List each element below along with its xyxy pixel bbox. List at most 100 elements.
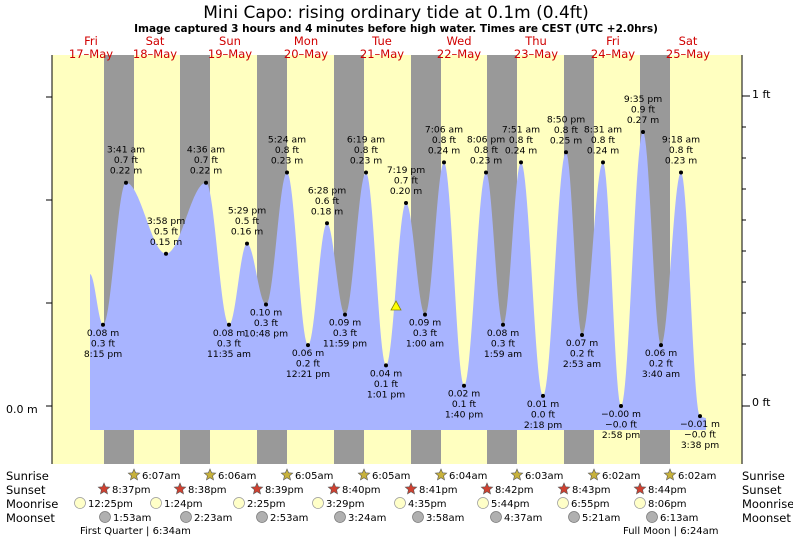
moonrise-row-label: Moonrise xyxy=(6,497,58,511)
sunset-row-label-right: Sunset xyxy=(742,483,782,497)
day-date: 17–May xyxy=(69,47,113,61)
right-axis-label-0ft: 0 ft xyxy=(752,396,771,409)
tide-label-low-sub: −0.0 ft xyxy=(684,430,716,441)
day-date: 21–May xyxy=(360,47,404,61)
tide-label-high: 8:50 pm xyxy=(547,114,585,125)
tide-label-high-sub: 0.8 ft xyxy=(354,145,379,156)
sunrise-icon xyxy=(280,468,294,481)
tide-label-high-sub: 0.8 ft xyxy=(669,145,694,156)
moonrise-row-label-right: Moonrise xyxy=(742,497,793,511)
sunrise-time: 6:05am xyxy=(372,471,410,482)
sunrise-time: 6:04am xyxy=(449,471,487,482)
tide-label-low-sub: 10:48 pm xyxy=(244,329,288,340)
tide-label-high: 3:41 am xyxy=(107,145,145,156)
moonrise-icon xyxy=(477,497,489,509)
tide-point-high xyxy=(484,170,488,175)
tide-point-low xyxy=(264,302,268,307)
moonrise-time: 8:06pm xyxy=(648,499,687,510)
tide-label-high-sub: 0.9 ft xyxy=(631,104,656,115)
tide-label-high: 5:24 am xyxy=(268,135,306,146)
moonrise-time: 5:44pm xyxy=(491,499,530,510)
sunset-time: 8:38pm xyxy=(188,485,227,496)
tide-label-low-sub: 0.3 ft xyxy=(413,328,438,339)
tide-label-low-sub: 1:59 am xyxy=(484,349,522,360)
tide-label-low-sub: 0.3 ft xyxy=(91,338,116,349)
sunset-icon xyxy=(173,482,187,495)
tide-label-high: 7:51 am xyxy=(502,124,540,135)
plot-area: 0.08 m0.3 ft8:15 pm3:41 am0.7 ft0.22 m3:… xyxy=(52,55,742,464)
moonrise-icon xyxy=(150,497,162,509)
tide-label-high-sub: 0.5 ft xyxy=(154,226,179,237)
tide-label-high-sub: 0.25 m xyxy=(550,135,582,146)
tide-curve-area xyxy=(90,131,706,430)
tide-label-low-sub: 0.0 ft xyxy=(531,409,556,420)
tide-label-low: 0.06 m xyxy=(645,348,677,359)
sunset-icon xyxy=(633,482,647,495)
day-name: Fri xyxy=(606,34,620,48)
tide-label-high-sub: 0.24 m xyxy=(428,145,460,156)
right-axis-label-1ft: 1 ft xyxy=(752,88,771,101)
tide-label-high-sub: 0.7 ft xyxy=(114,155,139,166)
tide-label-high: 9:35 pm xyxy=(624,94,662,105)
tide-label-low: 0.02 m xyxy=(448,389,480,400)
tide-label-high: 6:19 am xyxy=(347,135,385,146)
tide-label-low-sub: 12:21 pm xyxy=(286,369,330,380)
tide-label-low: 0.08 m xyxy=(213,328,245,339)
moonrise-icon xyxy=(634,497,646,509)
tide-point-high xyxy=(164,251,168,256)
chart-title: Mini Capo: rising ordinary tide at 0.1m … xyxy=(203,3,589,23)
tide-label-low-sub: 0.2 ft xyxy=(296,359,321,370)
day-date: 24–May xyxy=(591,47,635,61)
tide-label-high-sub: 0.8 ft xyxy=(474,145,499,156)
day-name: Mon xyxy=(294,34,318,48)
tide-label-high-sub: 0.27 m xyxy=(627,115,659,126)
tide-label-high-sub: 0.24 m xyxy=(505,145,537,156)
moonrise-icon xyxy=(74,497,86,509)
sunrise-time: 6:03am xyxy=(525,471,563,482)
tide-point-low xyxy=(101,322,105,327)
tide-label-high: 5:29 pm xyxy=(228,206,266,217)
moonrise-time: 12:25pm xyxy=(88,499,133,510)
sunset-icon xyxy=(480,482,494,495)
chart-subtitle: Image captured 3 hours and 4 minutes bef… xyxy=(134,23,658,35)
tide-point-low xyxy=(227,322,231,327)
day-date: 18–May xyxy=(133,47,177,61)
day-name: Tue xyxy=(371,34,392,48)
sunset-icon xyxy=(250,482,264,495)
moonrise-time: 2:25pm xyxy=(247,499,286,510)
day-date: 19–May xyxy=(208,47,252,61)
tide-label-low-sub: 3:40 am xyxy=(642,369,680,380)
sunset-icon xyxy=(327,482,341,495)
sunset-time: 8:41pm xyxy=(419,485,458,496)
day-name: Sat xyxy=(146,34,165,48)
moonset-row-label: Moonset xyxy=(6,511,55,525)
tide-label-low-sub: 0.3 ft xyxy=(217,338,242,349)
tide-label-high-sub: 0.24 m xyxy=(587,145,619,156)
sunrise-time: 6:02am xyxy=(602,471,640,482)
sunset-time: 8:37pm xyxy=(112,485,151,496)
tide-label-low-sub: 11:35 am xyxy=(207,349,251,360)
sunrise-icon xyxy=(587,468,601,481)
tide-label-low-sub: 8:15 pm xyxy=(84,349,122,360)
tide-label-low-sub: 1:40 pm xyxy=(445,410,483,421)
sunrise-row-label-right: Sunrise xyxy=(742,469,785,483)
moonrise-time: 1:24pm xyxy=(164,499,203,510)
sunrise-icon xyxy=(127,468,141,481)
tide-label-high-sub: 0.8 ft xyxy=(591,135,616,146)
tide-label-low-sub: 0.1 ft xyxy=(452,399,477,410)
day-date: 22–May xyxy=(437,47,481,61)
tide-label-high: 4:36 am xyxy=(187,145,225,156)
day-name: Thu xyxy=(524,34,547,48)
moonrise-icon xyxy=(394,497,406,509)
tide-label-low: 0.08 m xyxy=(487,328,519,339)
tide-label-low: 0.10 m xyxy=(250,308,282,319)
moonset-icon xyxy=(334,511,346,523)
sunrise-icon xyxy=(203,468,217,481)
tide-label-high-sub: 0.8 ft xyxy=(432,135,457,146)
tide-point-high xyxy=(601,160,605,165)
moonset-time: 3:58am xyxy=(426,513,464,524)
tide-label-low: −0.01 m xyxy=(680,419,720,430)
tide-label-low: 0.09 m xyxy=(409,318,441,329)
moonset-icon xyxy=(99,511,111,523)
